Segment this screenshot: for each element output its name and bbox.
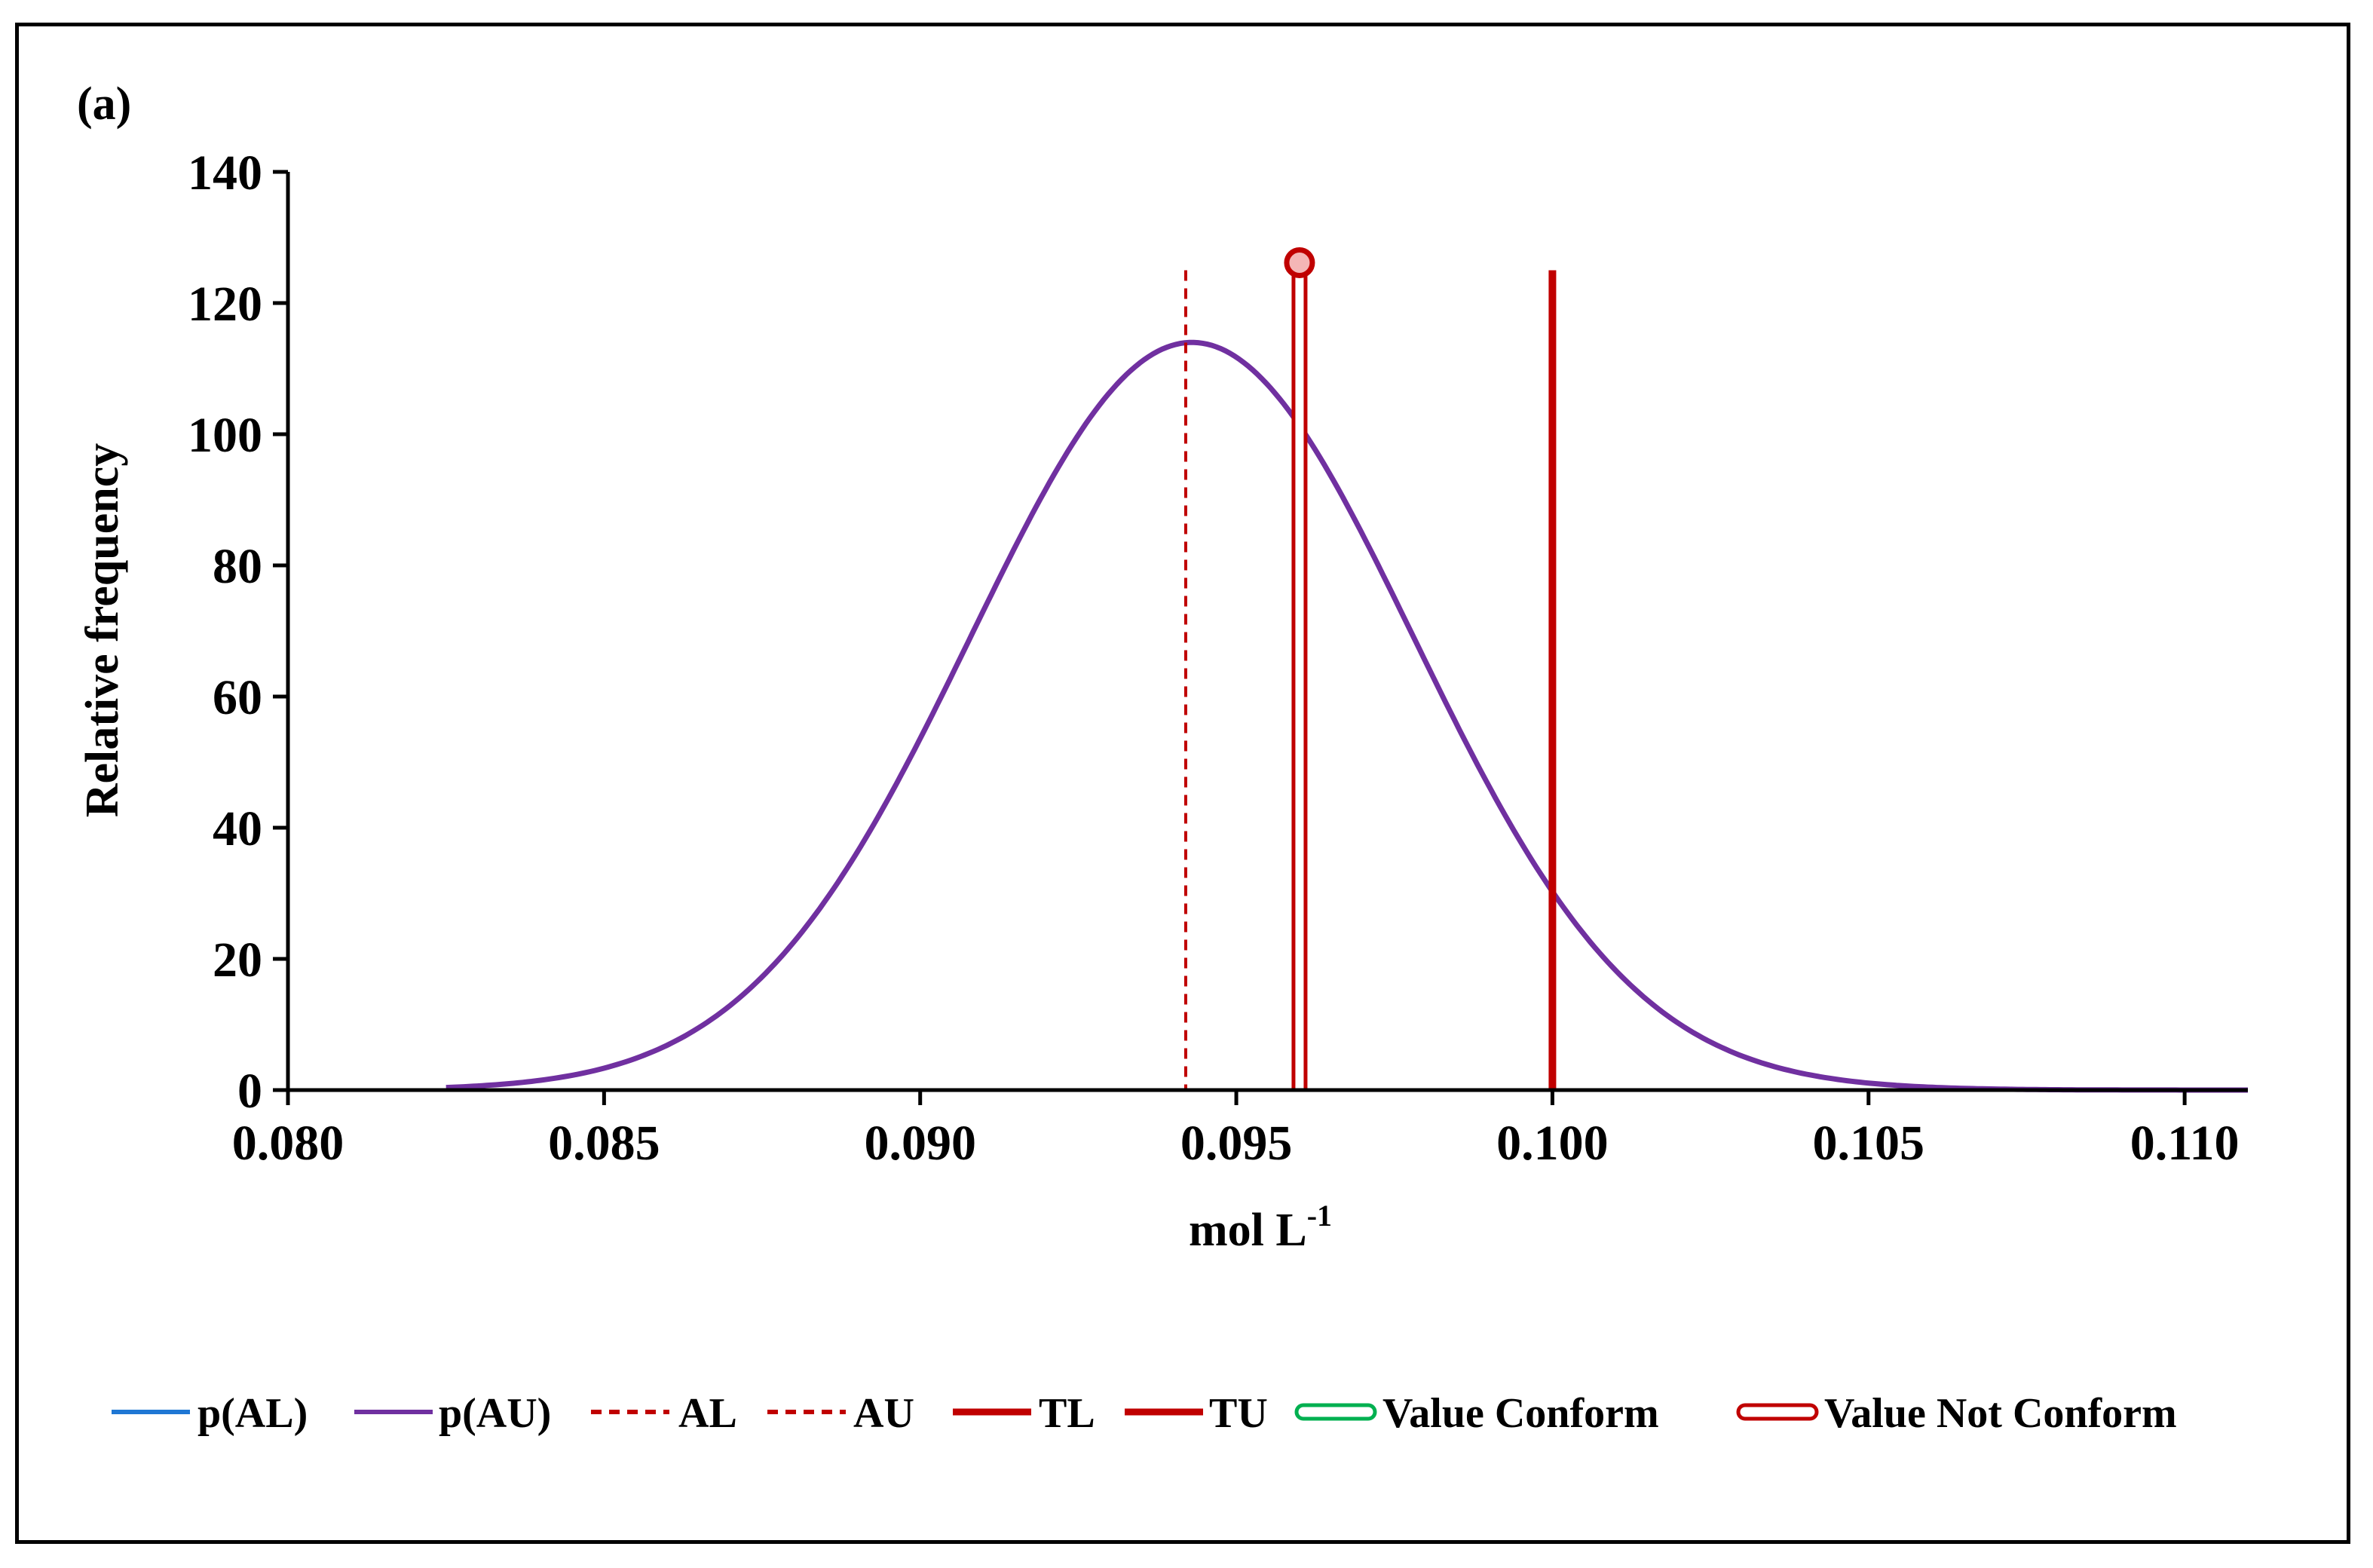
x-tick-label: 0.090 [864,1116,976,1171]
y-axis-title: Relative frequency [77,443,128,817]
legend-label-p-al: p(AL) [197,1390,308,1437]
x-tick-label: 0.085 [548,1116,660,1171]
y-tick-label: 60 [213,670,262,725]
series-p-au-curve [446,339,2248,1093]
x-tick-label: 0.080 [232,1116,344,1171]
axes [286,172,2248,1092]
x-tick-label: 0.105 [1813,1116,1925,1171]
legend-label-al: AL [678,1390,737,1437]
x-tick-label: 0.095 [1180,1116,1293,1171]
y-tick-label: 40 [213,801,262,856]
y-tick-label: 80 [213,539,262,594]
legend-label-tl: TL [1039,1390,1095,1437]
legend-label-tu: TU [1209,1390,1268,1437]
x-axis-title: mol L-1 [1189,1199,1332,1256]
y-ticks: 0 20 40 60 80 100 120 140 [188,145,288,1119]
series-value-not-conform-line [1291,268,1308,1092]
legend-label-p-au: p(AU) [439,1390,551,1437]
y-tick-label: 20 [213,933,262,988]
legend-label-au: AU [853,1390,914,1437]
legend-label-value-not-conform: Value Not Conform [1824,1390,2177,1437]
x-ticks: 0.080 0.085 0.090 0.095 0.100 0.105 0.110 [232,1090,2240,1171]
legend-swatch-value-not-conform [1736,1403,1819,1421]
legend: p(AL) p(AU) AL AU TL TU Value Conform Value Not… [112,1390,2177,1437]
x-tick-label: 0.100 [1496,1116,1609,1171]
y-tick-label: 140 [188,145,262,201]
legend-swatch-value-conform [1294,1403,1377,1421]
series-value-not-conform-marker [1284,247,1315,278]
y-tick-label: 120 [188,277,262,332]
x-tick-label: 0.110 [2130,1116,2240,1171]
panel-label: (a) [77,78,131,130]
legend-label-value-conform: Value Conform [1382,1390,1659,1437]
chart-frame [15,23,2350,1544]
y-tick-label: 0 [237,1064,262,1119]
plot-area [446,247,2248,1093]
y-tick-label: 100 [188,408,262,463]
